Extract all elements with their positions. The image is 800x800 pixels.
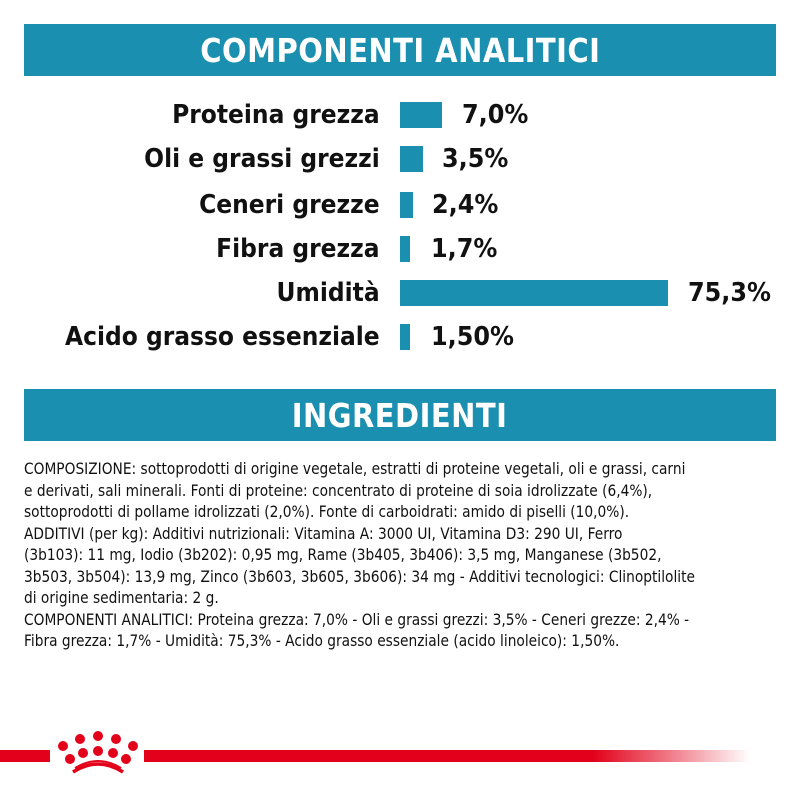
chart-row-value: 75,3% bbox=[688, 278, 771, 308]
chart-row-value: 1,7% bbox=[431, 234, 498, 264]
ingredients-line: e derivati, sali minerali. Fonti di prot… bbox=[24, 480, 653, 500]
chart-bar bbox=[400, 324, 410, 350]
ingredients-line: COMPOSIZIONE: sottoprodotti di origine v… bbox=[24, 459, 686, 478]
footer-red-line-right bbox=[144, 750, 750, 762]
chart-row-label: Umidità bbox=[276, 278, 380, 308]
chart-row-protein: Proteina grezza 7,0% bbox=[0, 100, 800, 132]
chart-row-label: Proteina grezza bbox=[172, 100, 380, 130]
analytics-header-bar: COMPONENTI ANALITICI bbox=[24, 24, 776, 76]
ingredients-header-bar: INGREDIENTI bbox=[24, 389, 776, 441]
ingredients-line: Fibra grezza: 1,7% - Umidità: 75,3% - Ac… bbox=[24, 631, 620, 650]
analytics-title: COMPONENTI ANALITICI bbox=[199, 30, 601, 70]
chart-row-fatty-acid: Acido grasso essenziale 1,50% bbox=[0, 322, 800, 354]
chart-row-ash: Ceneri grezze 2,4% bbox=[0, 190, 800, 222]
chart-row-value: 2,4% bbox=[432, 190, 499, 220]
chart-row-fats: Oli e grassi grezzi 3,5% bbox=[0, 144, 800, 176]
royal-crown-icon bbox=[55, 728, 145, 778]
chart-row-value: 3,5% bbox=[442, 144, 509, 174]
analytics-bar-chart: Proteina grezza 7,0% Oli e grassi grezzi… bbox=[0, 0, 800, 380]
chart-bar bbox=[400, 146, 423, 172]
chart-row-moisture: Umidità 75,3% bbox=[0, 278, 800, 310]
chart-bar bbox=[400, 102, 442, 128]
chart-bar bbox=[400, 236, 410, 262]
ingredients-line: di origine sedimentaria: 2 g. bbox=[24, 588, 219, 607]
chart-row-label: Oli e grassi grezzi bbox=[144, 144, 380, 174]
ingredients-line: sottoprodotti di pollame idrolizzati (2,… bbox=[24, 502, 630, 521]
chart-row-label: Fibra grezza bbox=[216, 234, 380, 264]
ingredients-paragraph: COMPOSIZIONE: sottoprodotti di origine v… bbox=[24, 458, 784, 652]
chart-row-fiber: Fibra grezza 1,7% bbox=[0, 234, 800, 266]
ingredients-line: ADDITIVI (per kg): Additivi nutrizionali… bbox=[24, 523, 623, 543]
chart-row-value: 1,50% bbox=[431, 322, 514, 352]
ingredients-line: 3b503, 3b504): 13,9 mg, Zinco (3b603, 3b… bbox=[24, 566, 695, 586]
chart-row-label: Acido grasso essenziale bbox=[65, 322, 380, 352]
ingredients-line: COMPONENTI ANALITICI: Proteina grezza: 7… bbox=[24, 609, 690, 629]
footer-red-line-left bbox=[0, 750, 50, 762]
chart-row-value: 7,0% bbox=[462, 100, 529, 130]
chart-row-label: Ceneri grezze bbox=[199, 190, 380, 220]
ingredients-line: (3b103): 11 mg, Iodio (3b202): 0,95 mg, … bbox=[24, 545, 662, 564]
chart-bar bbox=[400, 280, 668, 306]
chart-bar bbox=[400, 192, 413, 218]
ingredients-title: INGREDIENTI bbox=[292, 395, 508, 435]
